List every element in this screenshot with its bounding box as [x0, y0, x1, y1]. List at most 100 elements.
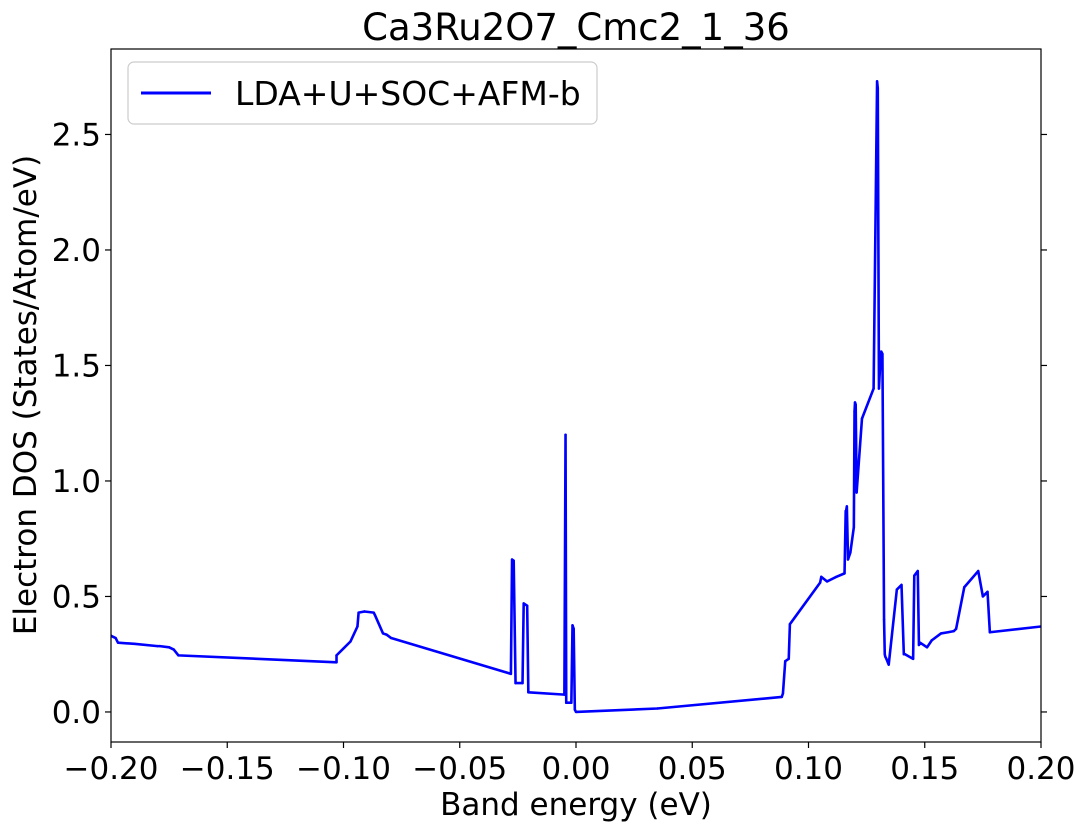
dos-point [177, 654, 180, 657]
dos-point [986, 590, 989, 594]
dos-point [356, 625, 359, 628]
dos-point [885, 657, 888, 661]
dos-point [835, 575, 838, 579]
y-axis-label: Electron DOS (States/Atom/eV) [8, 155, 44, 635]
y-tick-label: 1.0 [52, 464, 101, 500]
dos-point [860, 417, 864, 420]
dos-point [571, 624, 574, 627]
dos-point [570, 701, 573, 704]
dos-point [372, 611, 375, 614]
dos-point [114, 636, 117, 640]
dos-point [981, 595, 985, 598]
dos-point [895, 588, 899, 591]
x-tick-label: 0.15 [890, 751, 959, 787]
dos-point [844, 509, 847, 513]
dos-point [156, 644, 159, 648]
dos-point [527, 691, 530, 694]
dos-point [952, 629, 956, 633]
dos-point [853, 410, 856, 413]
dos-point [903, 653, 907, 656]
dos-point [385, 633, 388, 636]
dos-point [656, 707, 659, 710]
dos-point [116, 641, 120, 644]
dos-point [930, 639, 933, 642]
dos-point [512, 559, 515, 562]
dos-point [939, 632, 943, 635]
dos-point [881, 352, 884, 356]
dos-point [882, 618, 886, 621]
dos-point [988, 631, 992, 634]
dos-point [883, 653, 886, 656]
x-tick-label: −0.05 [412, 751, 507, 787]
dos-point [525, 604, 529, 607]
dos-point [855, 491, 858, 494]
dos-point [389, 636, 393, 640]
x-tick-label: −0.10 [296, 751, 391, 787]
dos-point [781, 692, 785, 695]
dos-point [880, 350, 883, 353]
dos-point [875, 80, 879, 83]
dos-point [522, 602, 525, 605]
dos-point [977, 569, 980, 573]
plot-layer [111, 80, 1041, 714]
plot-frame [110, 48, 1042, 743]
dos-point [780, 695, 783, 699]
dos-point [564, 433, 567, 436]
dos-point [373, 613, 377, 617]
dos-point [514, 681, 517, 685]
dos-point [911, 657, 915, 661]
legend: LDA+U+SOC+AFM-b [127, 61, 598, 125]
dos-series-line-0 [111, 80, 1041, 714]
dos-point [342, 647, 345, 650]
dos-point [784, 659, 787, 663]
x-tick-label: 0.05 [658, 751, 727, 787]
dos-point [788, 622, 792, 626]
dos-point [884, 655, 887, 658]
dos-point [878, 364, 882, 367]
dos-point [573, 708, 577, 711]
dos-point [820, 575, 823, 579]
x-tick-label: 0.00 [541, 751, 610, 787]
dos-point [846, 558, 850, 561]
y-tick-label: 0.0 [52, 695, 101, 731]
dos-point [818, 581, 822, 584]
x-tick-label: 0.10 [774, 751, 843, 787]
dos-point [913, 574, 916, 577]
dos-point [854, 403, 857, 406]
dos-point [521, 681, 524, 685]
dos-point [918, 641, 922, 644]
y-tick-label: 2.5 [52, 117, 101, 153]
dos-point [335, 654, 338, 657]
x-tick-label: −0.15 [180, 751, 275, 787]
tick-layer: −0.20 −0.15 −0.10 −0.05 0.00 0.05 0.10 0.15 0.20… [52, 117, 1076, 787]
dos-point [853, 401, 857, 404]
dos-point [381, 632, 385, 635]
dos-point [849, 551, 852, 554]
dos-point [876, 87, 879, 90]
dos-point [158, 644, 162, 648]
dos-point [167, 646, 171, 649]
dos-point [509, 672, 513, 676]
dos-point [335, 661, 338, 664]
dos-point [843, 572, 846, 575]
x-tick-label: 0.20 [1006, 751, 1075, 787]
dos-point [925, 646, 929, 649]
dos-point [574, 710, 578, 714]
dos-point [917, 643, 921, 647]
dos-point [349, 640, 352, 643]
dos-point [946, 631, 950, 634]
dos-point [172, 648, 175, 651]
dos-point [563, 693, 566, 696]
dos-point [565, 701, 568, 704]
legend-label: LDA+U+SOC+AFM-b [235, 74, 581, 113]
dos-point [844, 512, 847, 515]
dos-point [825, 580, 829, 583]
dos-point [963, 586, 966, 589]
chart-title: Ca3Ru2O7_Cmc2_1_36 [362, 6, 790, 49]
dos-point [787, 657, 790, 661]
x-tick-label: −0.20 [64, 751, 159, 787]
dos-point [363, 610, 366, 613]
x-axis-label: Band energy (eV) [440, 787, 712, 823]
dos-point [357, 611, 360, 614]
